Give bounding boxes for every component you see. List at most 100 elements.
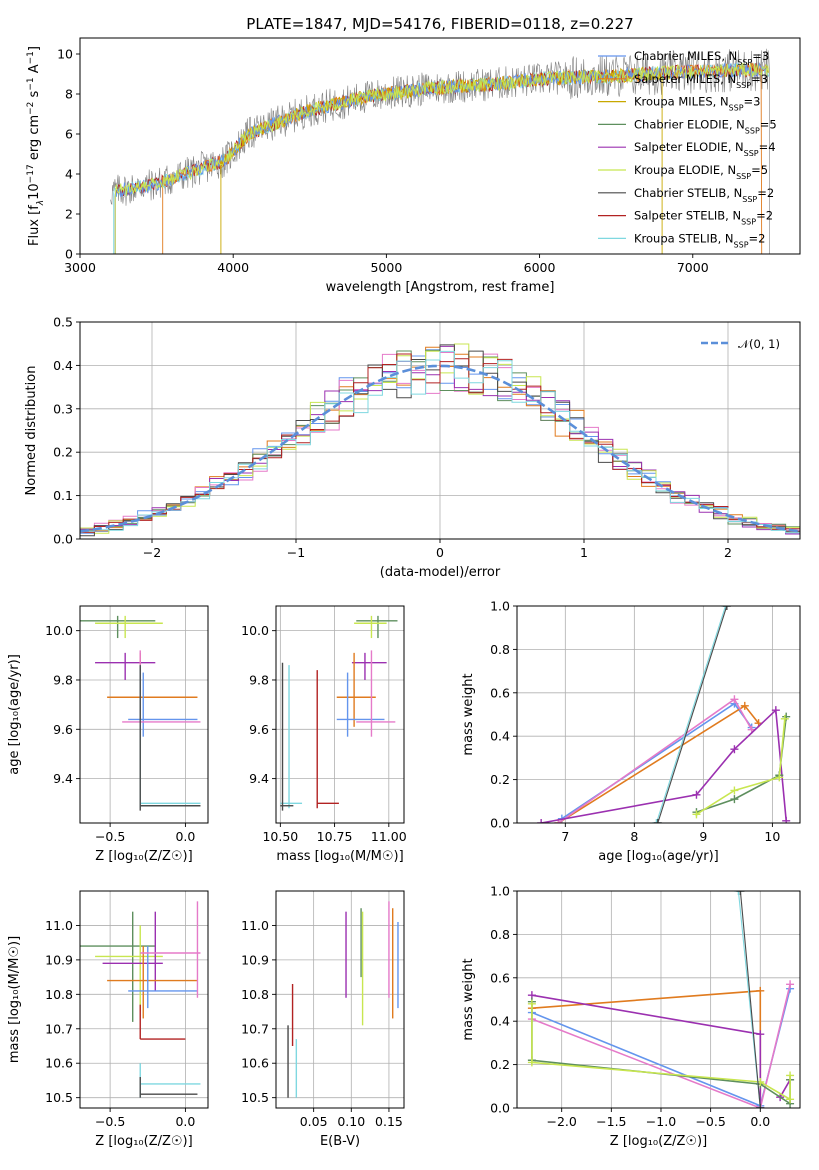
weight-vs-age-ytick-label: 0.4 bbox=[490, 729, 510, 744]
age-vs-Z-ytick-label: 10.0 bbox=[45, 623, 73, 638]
normal-curve-line bbox=[80, 364, 800, 533]
weight-vs-age-ytick-label: 1.0 bbox=[490, 599, 510, 614]
weight-vs-Z-lines bbox=[527, 891, 795, 1108]
mass-vs-Z-ytick-label: 11.0 bbox=[45, 918, 73, 933]
mass-vs-Z-errorbars bbox=[80, 901, 201, 1098]
mass-vs-Z-xlabel: Z [log₁₀(Z/Z☉)] bbox=[95, 1134, 192, 1149]
legend-label: Kroupa ELODIE, NSSP=5 bbox=[634, 163, 768, 181]
weight-vs-age-marker bbox=[692, 790, 701, 799]
age-vs-Z-plot-frame bbox=[79, 605, 209, 824]
spectrum-frame: 3000 4000 5000 6000 7000 0 2 4 6 8 10 wavelength [A… bbox=[57, 37, 801, 295]
mass-vs-ebv-plot-frame bbox=[275, 890, 405, 1109]
weight-vs-age-lines bbox=[537, 606, 791, 823]
residuals-ytick-label: 0.0 bbox=[53, 532, 73, 547]
spectrum-xtick-label: 3000 bbox=[64, 260, 96, 275]
spectrum-lines bbox=[110, 48, 770, 254]
weight-vs-age-marker bbox=[537, 819, 546, 823]
weight-vs-age-series-line bbox=[657, 606, 728, 823]
residuals-ytick-label: 0.3 bbox=[53, 401, 73, 416]
spectrum-xtick-label: 7000 bbox=[677, 260, 709, 275]
residuals-ytick-label: 0.4 bbox=[53, 358, 73, 373]
spectrum-ylabel: Flux [fλ10−17 erg cm−2 s−1 A−1] bbox=[26, 46, 46, 246]
spectrum-ytick-label: 2 bbox=[65, 207, 73, 222]
age-vs-Z-ytick-label: 9.4 bbox=[53, 771, 73, 786]
residuals-hist-kroupa_stelib bbox=[80, 350, 800, 534]
mass-vs-ebv-ytick-label: 10.5 bbox=[241, 1090, 269, 1105]
weight-vs-age-marker bbox=[692, 810, 701, 819]
weight-vs-Z-marker bbox=[756, 1104, 765, 1108]
residuals-ytick-label: 0.1 bbox=[53, 488, 73, 503]
spectrum-legend: Chabrier MILES, NSSP=3 Salpeter MILES, NS… bbox=[598, 49, 777, 249]
weight-vs-age-xtick-label: 10 bbox=[764, 829, 780, 844]
mass-vs-ebv-xtick-label: 0.10 bbox=[337, 1114, 365, 1129]
mass-vs-Z-ytick-label: 10.8 bbox=[45, 987, 73, 1002]
weight-vs-age-marker bbox=[730, 795, 739, 804]
mass-vs-Z-ytick-label: 10.7 bbox=[45, 1021, 73, 1036]
mass-vs-Z-ylabel: mass [log₁₀(M/M☉)] bbox=[7, 936, 22, 1063]
weight-vs-age-xtick-label: 7 bbox=[561, 829, 569, 844]
mass-vs-Z-plot-frame bbox=[79, 890, 209, 1109]
residuals-xtick-label: 1 bbox=[580, 545, 588, 560]
weight-vs-Z-marker bbox=[786, 980, 795, 989]
weight-vs-age-series-line bbox=[557, 704, 760, 823]
spectrum-ytick-label: 0 bbox=[65, 247, 73, 262]
weight-vs-age-marker bbox=[652, 819, 661, 823]
weight-vs-Z-marker bbox=[786, 1071, 795, 1080]
weight-vs-age-marker bbox=[775, 773, 784, 782]
residuals-hist-salpeter_stelib bbox=[80, 353, 800, 533]
weight-vs-age-marker bbox=[771, 706, 780, 715]
mass-vs-Z-ytick-label: 10.5 bbox=[45, 1090, 73, 1105]
weight-vs-Z-marker bbox=[527, 1058, 536, 1067]
weight-vs-age-xlabel: age [log₁₀(age/yr)] bbox=[598, 849, 719, 864]
residuals-xtick-label: 2 bbox=[724, 545, 732, 560]
weight-vs-Z-ytick-label: 0.6 bbox=[490, 970, 510, 985]
weight-vs-Z-xtick-label: 0.0 bbox=[750, 1114, 770, 1129]
weight-vs-age-marker bbox=[782, 816, 791, 823]
mass-vs-Z-xtick-label: −0.5 bbox=[95, 1114, 125, 1129]
legend-label: Salpeter ELODIE, NSSP=4 bbox=[634, 140, 776, 158]
weight-vs-Z-plot-frame bbox=[516, 890, 801, 1109]
weight-vs-Z-marker bbox=[786, 1095, 795, 1104]
age-vs-mass-xtick-label: 10.75 bbox=[317, 829, 353, 844]
weight-vs-age-ylabel: mass weight bbox=[461, 673, 476, 755]
weight-vs-age-marker bbox=[722, 606, 731, 610]
age-vs-mass-ytick-label: 10.0 bbox=[241, 623, 269, 638]
weight-vs-Z-marker bbox=[756, 986, 765, 995]
mass-vs-Z-ytick-label: 10.9 bbox=[45, 952, 73, 967]
weight-vs-age-plot-frame bbox=[516, 605, 801, 824]
spectrum-ytick-label: 4 bbox=[65, 167, 73, 182]
spectrum-ytick-label: 8 bbox=[65, 87, 73, 102]
weight-vs-Z-xtick-label: −1.0 bbox=[646, 1114, 676, 1129]
weight-vs-Z-ytick-label: 1.0 bbox=[490, 884, 510, 899]
weight-vs-age-marker bbox=[653, 819, 662, 823]
spectrum-ytick-label: 6 bbox=[65, 127, 73, 142]
mass-vs-ebv-errorbars bbox=[287, 901, 399, 1098]
weight-vs-age-frame: 7 8 9 10 0.0 0.2 0.4 0.6 0.8 1.0 age [log₁₀(age/yr… bbox=[490, 599, 801, 864]
age-vs-mass-plot-frame bbox=[275, 605, 405, 824]
age-vs-Z-xlabel: Z [log₁₀(Z/Z☉)] bbox=[95, 849, 192, 864]
residuals-ytick-label: 0.2 bbox=[53, 445, 73, 460]
weight-vs-age-axes bbox=[517, 605, 800, 824]
weight-vs-Z-xlabel: Z [log₁₀(Z/Z☉)] bbox=[610, 1134, 707, 1149]
weight-vs-Z-xtick-label: −2.0 bbox=[547, 1114, 577, 1129]
age-vs-Z-ytick-label: 9.6 bbox=[53, 722, 73, 737]
mass-vs-Z-ytick-label: 10.6 bbox=[45, 1056, 73, 1071]
weight-vs-Z-series-line bbox=[531, 989, 762, 1108]
weight-vs-Z-marker bbox=[756, 1030, 765, 1039]
weight-vs-age-marker bbox=[730, 745, 739, 754]
weight-vs-Z-xtick-label: −0.5 bbox=[695, 1114, 725, 1129]
age-vs-Z-ylabel: age [log₁₀(age/yr)] bbox=[7, 654, 22, 775]
residuals-ytick-label: 0.5 bbox=[53, 315, 73, 330]
weight-vs-age-ytick-label: 0.2 bbox=[490, 772, 510, 787]
mass-vs-ebv-xlabel: E(B-V) bbox=[320, 1134, 360, 1149]
legend-label: Kroupa STELIB, NSSP=2 bbox=[634, 231, 765, 249]
age-vs-mass-ytick-label: 9.4 bbox=[249, 771, 269, 786]
weight-vs-age-ytick-label: 0.8 bbox=[490, 642, 510, 657]
weight-vs-age-marker bbox=[780, 714, 789, 723]
residuals-xlabel: (data-model)/error bbox=[380, 565, 501, 580]
legend-label: Chabrier STELIB, NSSP=2 bbox=[634, 186, 774, 204]
legend-label: Chabrier MILES, NSSP=3 bbox=[634, 49, 769, 67]
residuals-ylabel: Normed distribution bbox=[24, 366, 39, 496]
weight-vs-Z-marker bbox=[527, 999, 536, 1008]
spectrum-xtick-label: 4000 bbox=[217, 260, 249, 275]
